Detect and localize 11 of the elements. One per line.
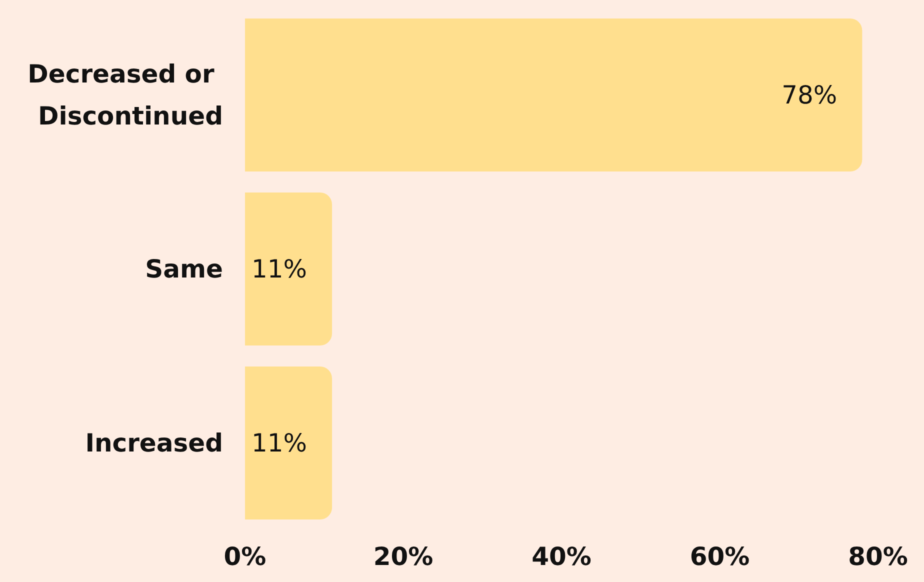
y-tick-label: Same: [145, 254, 223, 284]
data-label: 11%: [251, 254, 308, 284]
x-tick-label: 40%: [532, 542, 592, 571]
data-label: 11%: [251, 428, 308, 458]
y-tick-label: Increased: [85, 428, 223, 458]
y-tick-label: Decreased or Discontinued: [28, 60, 223, 130]
x-tick-label: 60%: [690, 542, 750, 571]
x-tick-label: 0%: [224, 542, 266, 571]
x-tick-label: 80%: [848, 542, 908, 571]
data-label: 78%: [782, 80, 838, 110]
x-tick-label: 20%: [373, 542, 434, 571]
